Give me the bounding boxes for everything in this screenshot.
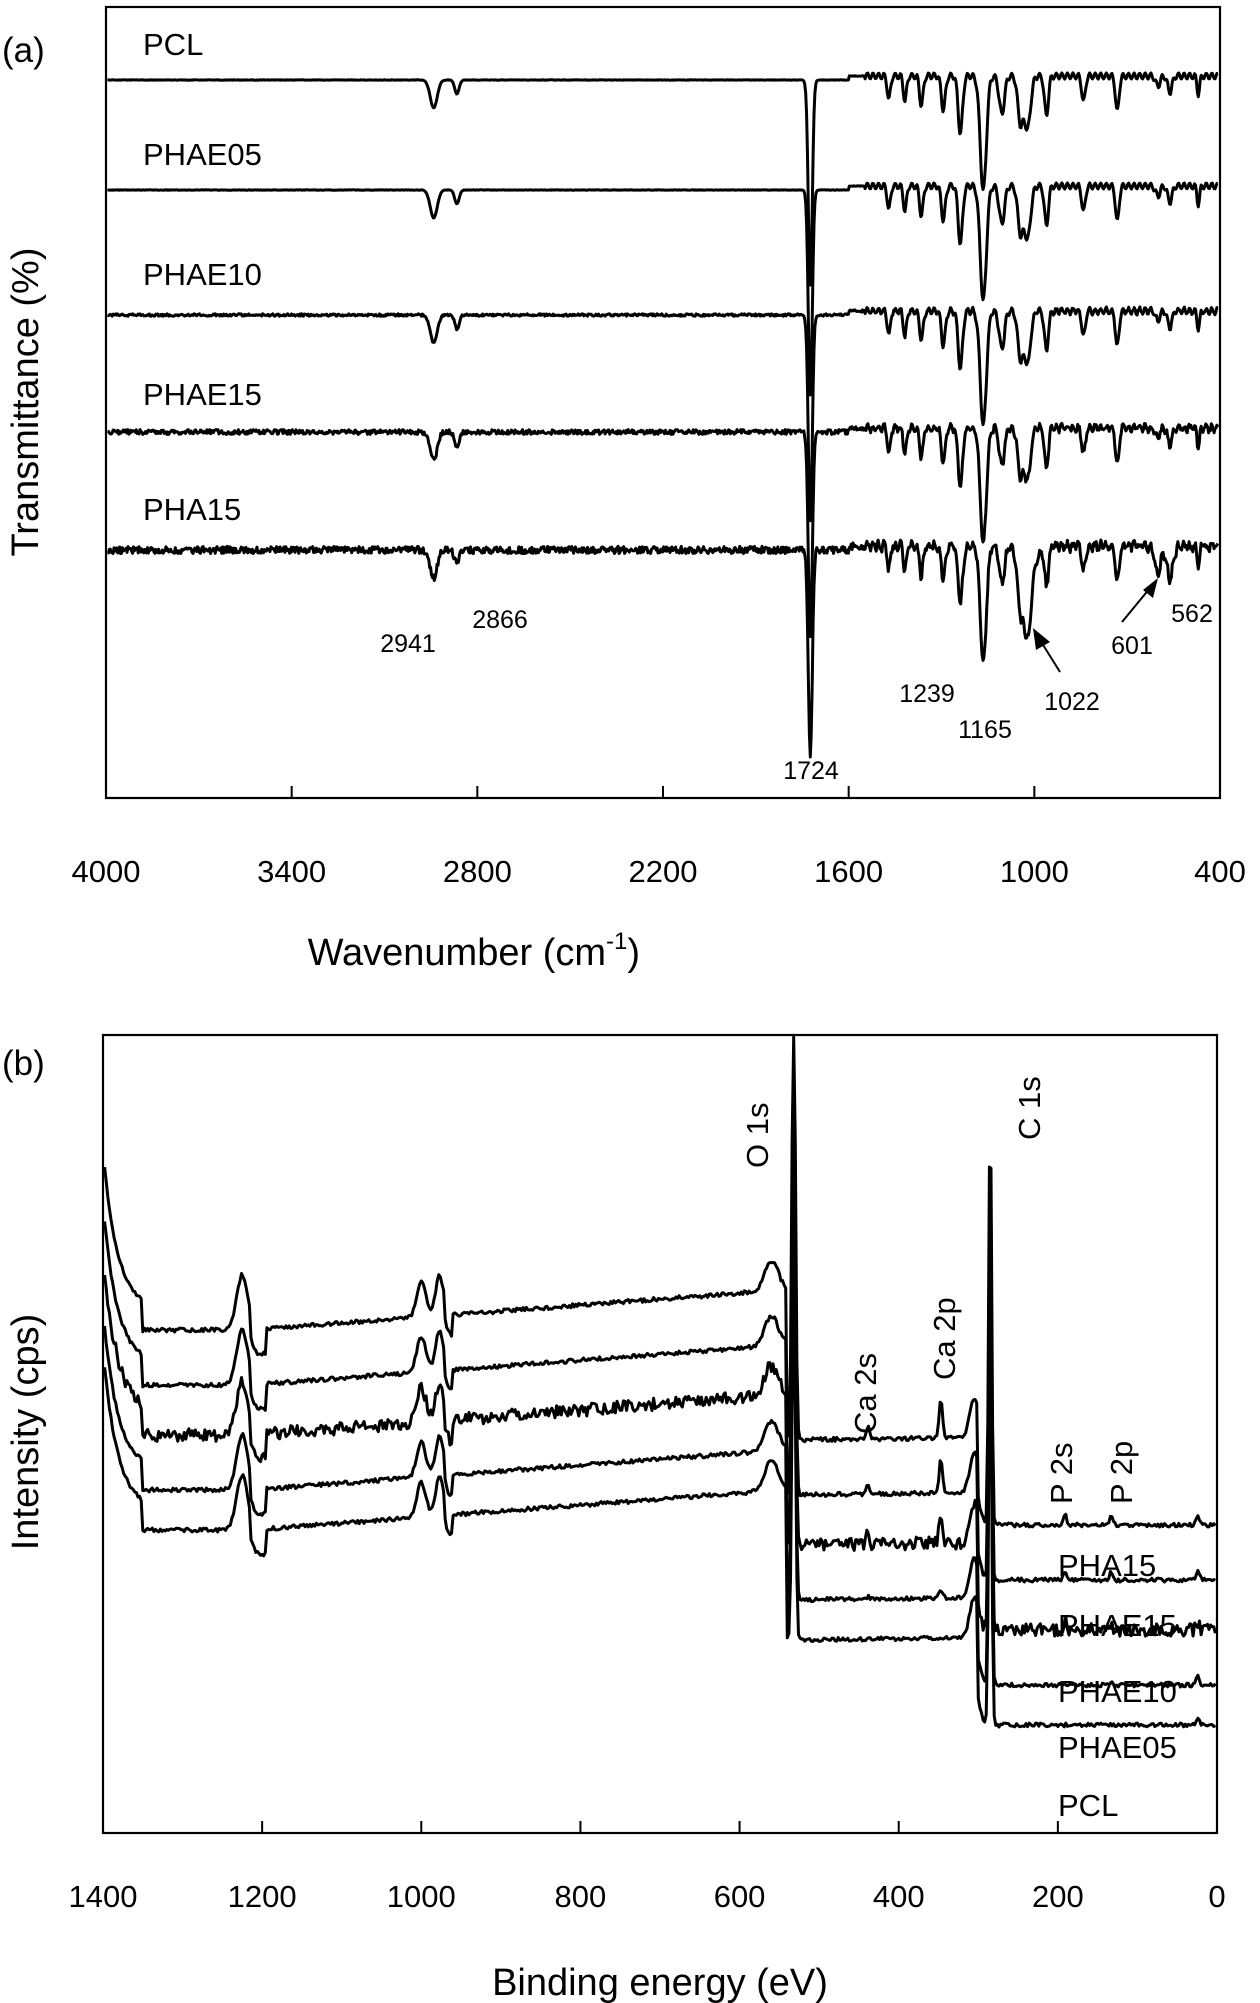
peak-label-562: 562 [1171,600,1213,628]
peak-label-ca-2s: Ca 2s [848,1353,883,1434]
panel-b: (b) 1400 1200 1000 800 600 400 200 0 Binding en… [2,1033,1226,2003]
x-tick-label-0: 0 [1208,1879,1225,1914]
panel-a-x-axis-title: Wavenumber (cm-1) [308,928,640,974]
x-tick-label-1400: 1400 [69,1879,138,1914]
panel-b-x-axis: 1400 1200 1000 800 600 400 200 0 [69,1821,1226,1914]
panel-b-x-axis-title: Binding energy (eV) [492,1962,828,2003]
x-tick-label-600: 600 [714,1879,766,1914]
panel-b-peak-labels: O 1s Ca 2s Ca 2p C 1s P 2s P 2p [740,1076,1139,1504]
panel-b-y-axis-title: Intensity (cps) [5,1314,47,1551]
peak-label-p-2s: P 2s [1044,1443,1079,1504]
x-tick-label-2200: 2200 [629,854,698,889]
peak-label-1239: 1239 [899,680,955,708]
panel-b-plot-frame [101,1033,1219,1835]
panel-a: (a) 4000 3400 2800 2200 1600 1000 400 Wavenumb… [2,5,1246,974]
x-tick-label-1600: 1600 [814,854,883,889]
peak-label-p-2p: P 2p [1104,1441,1139,1504]
series-label-pcl: PCL [143,27,203,62]
series-label-phae10: PHAE10 [143,257,262,292]
panel-a-label: (a) [2,31,45,70]
x-tick-label-3400: 3400 [257,854,326,889]
ftir-curve-phae05 [107,181,1219,397]
xps-curve-phae15 [103,1130,1217,1584]
arrow-601-head [1143,578,1158,598]
series-label-phae05: PHAE05 [143,137,262,172]
peak-label-1022: 1022 [1044,688,1100,716]
peak-label-2866: 2866 [472,606,528,634]
arrow-1022-head [1033,628,1050,650]
x-tick-label-1000: 1000 [387,1879,456,1914]
panel-a-arrows [1033,578,1158,673]
peak-label-1724: 1724 [783,757,839,785]
panel-a-x-axis: 4000 3400 2800 2200 1600 1000 400 [72,786,1246,889]
series-label-pha15: PHA15 [143,492,241,527]
series-label-phae15: PHAE15 [1058,1608,1177,1643]
series-label-pcl: PCL [1058,1788,1118,1823]
ftir-curve-phae15 [107,421,1220,639]
x-tick-label-4000: 4000 [72,854,141,889]
peak-label-1165: 1165 [958,716,1012,744]
series-label-phae15: PHAE15 [143,377,262,412]
series-label-pha15: PHA15 [1058,1548,1156,1583]
x-tick-label-1000: 1000 [1000,854,1069,889]
xps-curve-pha15 [103,1035,1217,1529]
ftir-curve-pcl [107,71,1219,287]
series-label-phae10: PHAE10 [1058,1674,1177,1709]
x-tick-label-400: 400 [1194,854,1246,889]
x-tick-label-200: 200 [1032,1879,1084,1914]
x-tick-label-2800: 2800 [443,854,512,889]
peak-label-o-1s: O 1s [740,1103,775,1168]
panel-b-label: (b) [2,1044,45,1083]
series-label-phae05: PHAE05 [1058,1730,1177,1765]
peak-label-601: 601 [1111,632,1153,660]
panel-a-plot-frame [104,5,1222,800]
peak-label-ca-2p: Ca 2p [927,1297,962,1380]
ftir-curve-pha15 [107,538,1220,759]
arrow-601 [1121,587,1151,623]
x-tick-label-400: 400 [873,1879,925,1914]
x-tick-label-800: 800 [555,1879,607,1914]
panel-a-curves [107,71,1220,759]
panel-a-series-labels: PCL PHAE05 PHAE10 PHAE15 PHA15 [143,27,262,527]
panel-b-curves [103,1035,1217,1729]
xps-curve-phae05 [103,1236,1217,1689]
peak-label-c-1s: C 1s [1012,1076,1047,1140]
x-tick-label-1200: 1200 [228,1879,297,1914]
xps-curve-phae10 [103,1181,1217,1638]
xps-curve-pcl [103,1273,1217,1729]
ftir-curve-phae10 [107,305,1219,523]
peak-label-2941: 2941 [380,630,436,658]
panel-b-series-labels: PHA15 PHAE15 PHAE10 PHAE05 PCL [1058,1548,1177,1823]
panel-a-y-axis-title: Transmittance (%) [5,248,47,557]
